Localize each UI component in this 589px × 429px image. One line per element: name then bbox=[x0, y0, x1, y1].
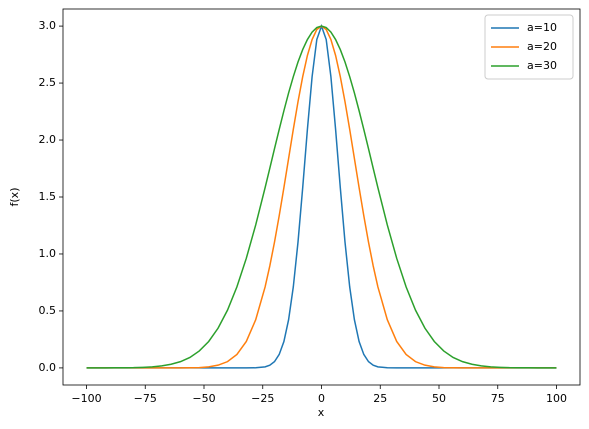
x-tick-label: 75 bbox=[491, 392, 505, 405]
x-tick-label: −75 bbox=[134, 392, 157, 405]
y-tick-label: 1.0 bbox=[39, 247, 57, 260]
y-tick-label: 0.0 bbox=[39, 361, 57, 374]
legend-label: a=20 bbox=[527, 40, 557, 53]
legend-label: a=30 bbox=[527, 59, 557, 72]
y-tick-label: 1.5 bbox=[39, 190, 57, 203]
x-tick-label: 25 bbox=[373, 392, 387, 405]
x-tick-label: −25 bbox=[251, 392, 274, 405]
plot-frame bbox=[62, 8, 581, 386]
line-series bbox=[86, 25, 557, 369]
x-tick-label: −100 bbox=[71, 392, 101, 405]
x-tick-label: 0 bbox=[318, 392, 325, 405]
y-tick-label: 2.0 bbox=[39, 133, 57, 146]
y-tick-label: 3.0 bbox=[39, 19, 57, 32]
y-tick-label: 0.5 bbox=[39, 304, 57, 317]
y-tick-label: 2.5 bbox=[39, 76, 57, 89]
legend-box bbox=[484, 14, 574, 80]
legend-label: a=10 bbox=[527, 21, 557, 34]
x-tick-label: 100 bbox=[546, 392, 567, 405]
x-tick-label: 50 bbox=[432, 392, 446, 405]
x-tick-label: −50 bbox=[192, 392, 215, 405]
x-axis-label: x bbox=[318, 406, 325, 419]
y-axis-label: f(x) bbox=[8, 188, 21, 207]
